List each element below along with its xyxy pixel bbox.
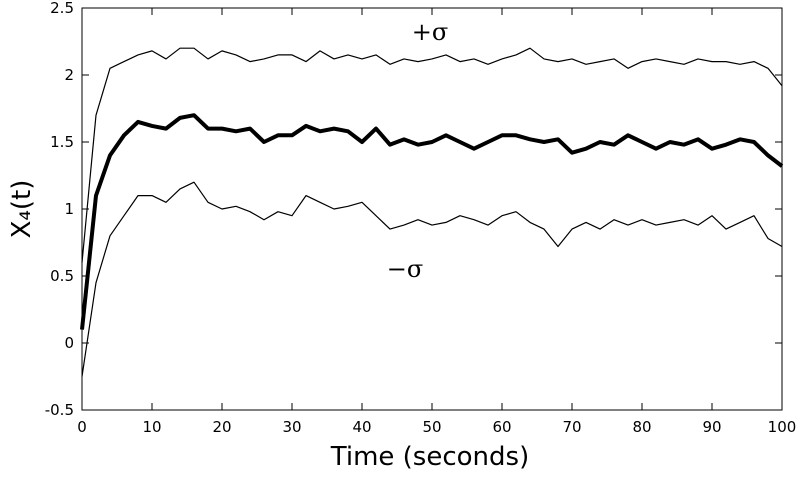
x-tick-label: 20 bbox=[212, 418, 231, 436]
y-axis-label: X₄(t) bbox=[7, 180, 37, 239]
x-tick-label: 70 bbox=[562, 418, 581, 436]
x-tick-label: 50 bbox=[422, 418, 441, 436]
x-tick-label: 10 bbox=[142, 418, 161, 436]
x-tick-label: 0 bbox=[77, 418, 87, 436]
data-line bbox=[80, 113, 784, 330]
data-line bbox=[81, 181, 783, 377]
series-label: −σ bbox=[387, 255, 424, 283]
x-tick-label: 80 bbox=[632, 418, 651, 436]
y-tick-label: 0.5 bbox=[50, 267, 74, 285]
y-tick-label: 2 bbox=[64, 66, 74, 84]
y-tick-label: -0.5 bbox=[45, 401, 74, 419]
x-axis-label: Time (seconds) bbox=[330, 442, 529, 472]
x-tick-label: 60 bbox=[492, 418, 511, 436]
plot-frame bbox=[81, 7, 783, 411]
x-tick-label: 40 bbox=[352, 418, 371, 436]
x-tick-label: 30 bbox=[282, 418, 301, 436]
y-tick-label: 1 bbox=[64, 200, 74, 218]
data-line bbox=[81, 47, 783, 263]
y-tick-label: 2.5 bbox=[50, 0, 74, 17]
x-tick-label: 100 bbox=[768, 418, 797, 436]
y-tick-label: 1.5 bbox=[50, 133, 74, 151]
x-tick-label: 90 bbox=[702, 418, 721, 436]
series-label: +σ bbox=[412, 18, 449, 46]
y-tick-label: 0 bbox=[64, 334, 74, 352]
